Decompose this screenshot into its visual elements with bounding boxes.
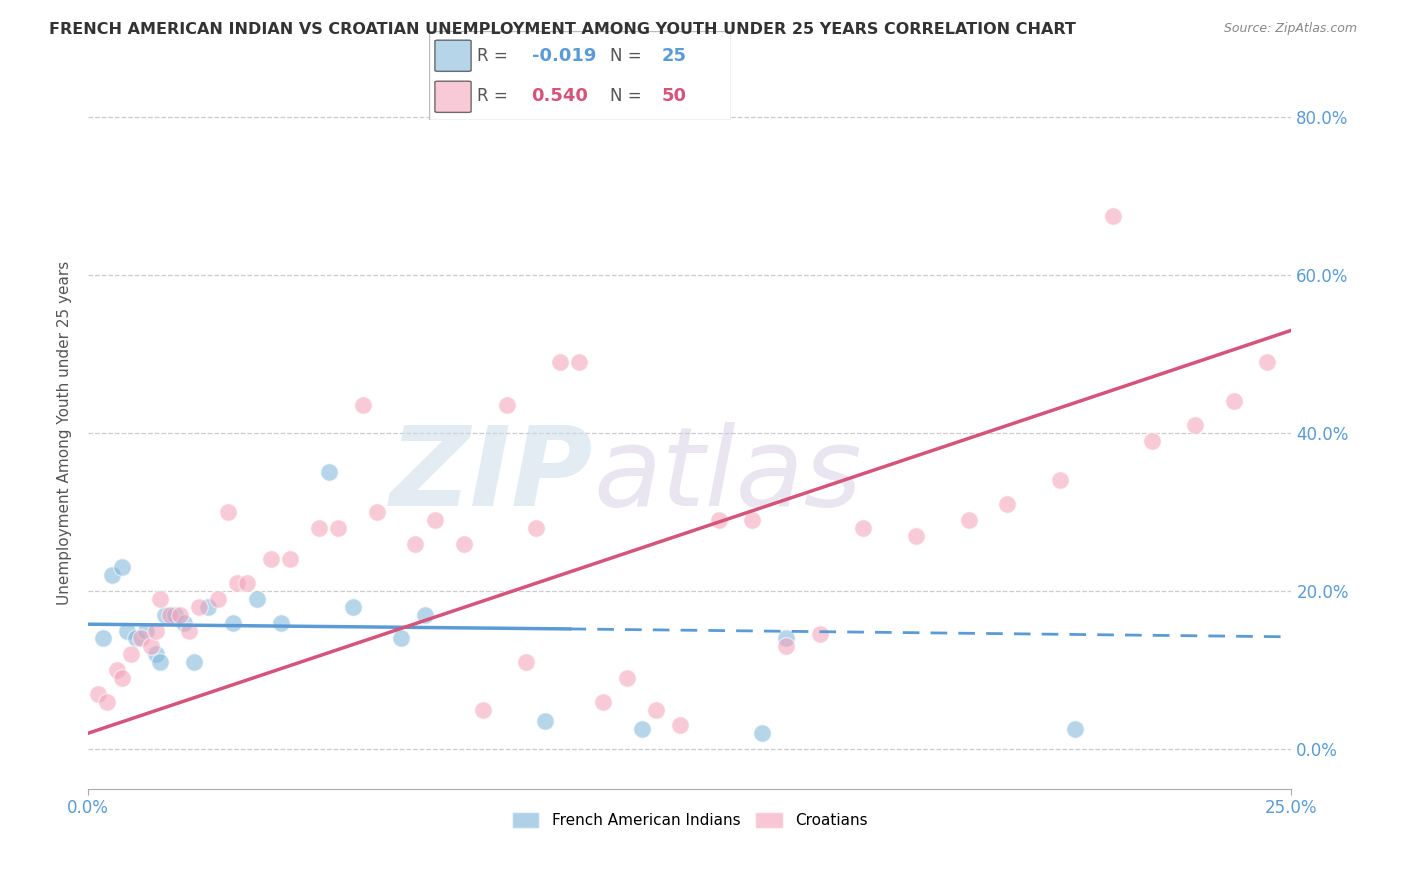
- Point: [905, 529, 928, 543]
- Y-axis label: Unemployment Among Youth under 25 years: Unemployment Among Youth under 25 years: [58, 260, 72, 605]
- Point: [153, 607, 176, 622]
- Point: [221, 615, 243, 630]
- Point: [852, 521, 875, 535]
- Point: [515, 655, 537, 669]
- Point: [630, 723, 652, 737]
- Point: [236, 576, 259, 591]
- Point: [524, 521, 547, 535]
- FancyBboxPatch shape: [429, 31, 731, 120]
- Point: [568, 355, 591, 369]
- Point: [616, 671, 638, 685]
- Point: [226, 576, 249, 591]
- Point: [496, 398, 519, 412]
- FancyBboxPatch shape: [434, 81, 471, 112]
- Point: [101, 568, 124, 582]
- Point: [404, 536, 426, 550]
- Point: [741, 513, 763, 527]
- Point: [96, 695, 118, 709]
- Point: [308, 521, 330, 535]
- Point: [91, 632, 114, 646]
- Point: [318, 466, 340, 480]
- Point: [413, 607, 436, 622]
- Point: [187, 599, 209, 614]
- Point: [125, 632, 148, 646]
- Point: [1222, 394, 1244, 409]
- Point: [270, 615, 292, 630]
- Point: [159, 607, 181, 622]
- Point: [775, 632, 797, 646]
- Point: [217, 505, 239, 519]
- Point: [707, 513, 730, 527]
- Point: [145, 624, 167, 638]
- Point: [352, 398, 374, 412]
- Point: [149, 655, 172, 669]
- Text: atlas: atlas: [593, 422, 862, 529]
- Legend: French American Indians, Croatians: French American Indians, Croatians: [506, 806, 875, 834]
- Point: [592, 695, 614, 709]
- Point: [775, 640, 797, 654]
- Point: [111, 560, 134, 574]
- Point: [751, 726, 773, 740]
- Point: [645, 702, 668, 716]
- Text: FRENCH AMERICAN INDIAN VS CROATIAN UNEMPLOYMENT AMONG YOUTH UNDER 25 YEARS CORRE: FRENCH AMERICAN INDIAN VS CROATIAN UNEMP…: [49, 22, 1076, 37]
- Point: [1184, 418, 1206, 433]
- Point: [423, 513, 446, 527]
- Point: [129, 632, 152, 646]
- Point: [471, 702, 494, 716]
- Point: [197, 599, 219, 614]
- Point: [139, 640, 162, 654]
- Point: [957, 513, 980, 527]
- Point: [548, 355, 571, 369]
- Point: [145, 647, 167, 661]
- Point: [669, 718, 692, 732]
- Point: [260, 552, 283, 566]
- Point: [149, 591, 172, 606]
- Point: [453, 536, 475, 550]
- Point: [179, 624, 201, 638]
- Point: [328, 521, 350, 535]
- Text: ZIP: ZIP: [389, 422, 593, 529]
- Point: [1102, 209, 1125, 223]
- Text: -0.019: -0.019: [531, 46, 596, 65]
- Text: 25: 25: [662, 46, 686, 65]
- Point: [207, 591, 229, 606]
- Point: [1256, 355, 1278, 369]
- Text: N =: N =: [610, 87, 647, 105]
- Point: [808, 627, 831, 641]
- Point: [135, 624, 157, 638]
- Point: [169, 607, 191, 622]
- Text: Source: ZipAtlas.com: Source: ZipAtlas.com: [1223, 22, 1357, 36]
- Point: [389, 632, 412, 646]
- Point: [111, 671, 134, 685]
- Text: 50: 50: [662, 87, 686, 105]
- Point: [183, 655, 205, 669]
- FancyBboxPatch shape: [434, 40, 471, 71]
- Point: [1140, 434, 1163, 448]
- Point: [1049, 474, 1071, 488]
- Point: [997, 497, 1019, 511]
- Point: [121, 647, 143, 661]
- Point: [366, 505, 388, 519]
- Point: [115, 624, 138, 638]
- Point: [105, 663, 128, 677]
- Point: [87, 687, 110, 701]
- Point: [246, 591, 269, 606]
- Point: [278, 552, 301, 566]
- Point: [342, 599, 364, 614]
- Text: R =: R =: [477, 87, 513, 105]
- Text: R =: R =: [477, 46, 513, 65]
- Point: [173, 615, 195, 630]
- Point: [1063, 723, 1085, 737]
- Text: 0.540: 0.540: [531, 87, 589, 105]
- Text: N =: N =: [610, 46, 647, 65]
- Point: [163, 607, 186, 622]
- Point: [534, 714, 557, 729]
